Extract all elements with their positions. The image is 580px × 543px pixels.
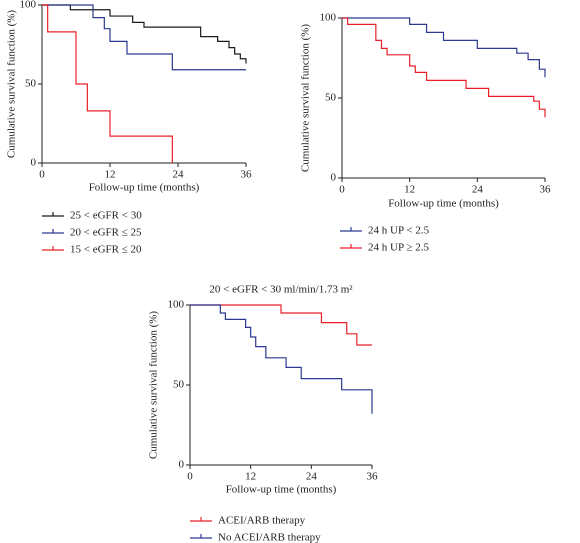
y-tick-label: 100 (168, 299, 185, 311)
y-tick-label: 50 (325, 92, 337, 104)
legend-label: 25 < eGFR < 30 (70, 210, 142, 222)
chart-title: 20 < eGFR < 30 ml/min/1.73 m² (209, 284, 353, 296)
survival-curve (42, 4, 173, 163)
x-axis-label: Follow-up time (months) (89, 182, 200, 194)
x-tick-label: 36 (540, 184, 552, 196)
y-tick-label: 0 (31, 157, 37, 169)
y-tick-label: 0 (331, 172, 337, 184)
x-tick-label: 0 (187, 471, 193, 483)
survival-curve (342, 17, 546, 78)
survival-curve (42, 4, 246, 71)
y-axis-label: Cumulative survival function (%) (148, 311, 160, 459)
legend-label: 20 < eGFR ≤ 25 (70, 227, 142, 239)
y-tick-label: 0 (179, 459, 185, 471)
legend-label: 24 h UP ≥ 2.5 (368, 242, 429, 254)
x-axis-label: Follow-up time (months) (388, 198, 499, 210)
x-tick-label: 0 (339, 184, 345, 196)
y-tick-label: 50 (25, 78, 37, 90)
y-tick-label: 100 (20, 0, 37, 11)
legend-label: 24 h UP < 2.5 (368, 225, 430, 237)
x-axis-label: Follow-up time (months) (226, 484, 337, 496)
x-tick-label: 12 (404, 184, 415, 196)
x-tick-label: 36 (367, 471, 379, 483)
legend-label: 15 < eGFR ≤ 20 (70, 244, 142, 256)
survival-curve (42, 4, 247, 64)
x-tick-label: 36 (241, 169, 253, 181)
survival-curve (190, 304, 372, 346)
x-tick-label: 24 (173, 169, 185, 181)
x-tick-label: 0 (39, 169, 45, 181)
x-tick-label: 12 (245, 471, 256, 483)
y-tick-label: 100 (320, 12, 337, 24)
legend-label: No ACEI/ARB therapy (218, 532, 321, 543)
x-tick-label: 12 (105, 169, 116, 181)
y-tick-label: 50 (173, 379, 185, 391)
y-axis-label: Cumulative survival function (%) (6, 10, 18, 158)
y-axis-label: Cumulative survival function (%) (300, 24, 312, 172)
survival-curve (342, 17, 546, 118)
x-tick-label: 24 (306, 471, 318, 483)
x-tick-label: 24 (472, 184, 484, 196)
legend-label: ACEI/ARB therapy (218, 515, 306, 527)
survival-curve (190, 304, 373, 414)
